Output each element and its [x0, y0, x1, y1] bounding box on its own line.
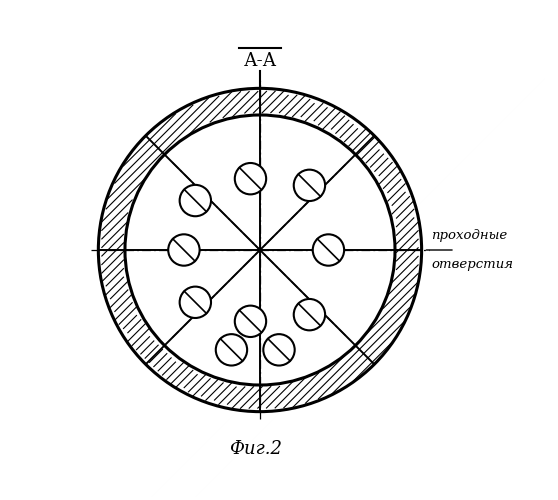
- Text: проходные: проходные: [431, 230, 507, 242]
- Circle shape: [180, 286, 211, 318]
- Text: А-А: А-А: [243, 52, 277, 70]
- Circle shape: [235, 306, 266, 337]
- Circle shape: [125, 115, 395, 385]
- Circle shape: [235, 163, 266, 194]
- Circle shape: [216, 334, 247, 366]
- Text: Фиг.2: Фиг.2: [229, 440, 282, 458]
- Text: отверстия: отверстия: [431, 258, 513, 270]
- Circle shape: [294, 170, 325, 201]
- Circle shape: [294, 299, 325, 330]
- Circle shape: [168, 234, 200, 266]
- Circle shape: [180, 185, 211, 216]
- Circle shape: [312, 234, 344, 266]
- Circle shape: [98, 88, 422, 411]
- Circle shape: [263, 334, 295, 366]
